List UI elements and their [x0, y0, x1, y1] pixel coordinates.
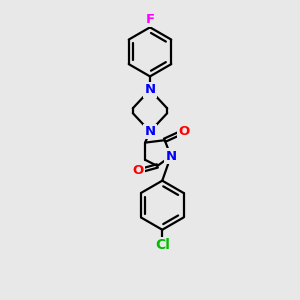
Text: N: N — [144, 83, 156, 96]
Text: F: F — [146, 13, 154, 26]
Text: N: N — [144, 125, 156, 138]
Text: N: N — [165, 150, 176, 163]
Text: Cl: Cl — [155, 238, 170, 252]
Text: O: O — [179, 125, 190, 138]
Text: O: O — [132, 164, 143, 177]
